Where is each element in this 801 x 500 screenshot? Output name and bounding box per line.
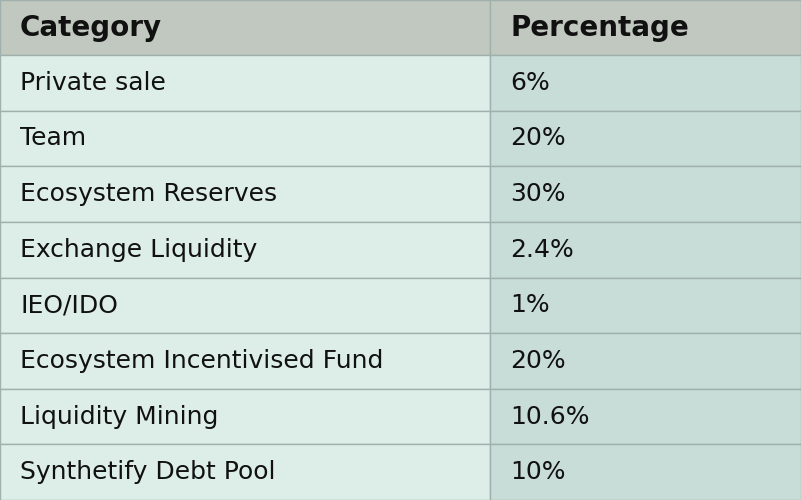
Text: Team: Team <box>20 126 87 150</box>
Bar <box>490 55 801 110</box>
Text: 10%: 10% <box>510 460 566 484</box>
Bar <box>0 389 490 444</box>
Text: Ecosystem Reserves: Ecosystem Reserves <box>20 182 277 206</box>
Bar <box>490 0 801 55</box>
Text: 6%: 6% <box>510 71 550 95</box>
Bar <box>490 444 801 500</box>
Bar <box>490 222 801 278</box>
Bar <box>0 278 490 333</box>
Bar <box>0 444 490 500</box>
Text: Synthetify Debt Pool: Synthetify Debt Pool <box>20 460 276 484</box>
Bar <box>490 166 801 222</box>
Bar <box>0 55 490 110</box>
Text: Liquidity Mining: Liquidity Mining <box>20 404 219 428</box>
Text: 2.4%: 2.4% <box>510 238 574 262</box>
Text: Exchange Liquidity: Exchange Liquidity <box>20 238 257 262</box>
Bar <box>0 222 490 278</box>
Text: Category: Category <box>20 14 162 42</box>
Bar <box>0 0 490 55</box>
Text: Private sale: Private sale <box>20 71 166 95</box>
Bar <box>490 110 801 166</box>
Text: 30%: 30% <box>510 182 566 206</box>
Text: Percentage: Percentage <box>510 14 689 42</box>
Bar <box>490 333 801 389</box>
Bar <box>490 389 801 444</box>
Text: 20%: 20% <box>510 126 566 150</box>
Bar <box>0 110 490 166</box>
Bar <box>0 166 490 222</box>
Text: 20%: 20% <box>510 349 566 373</box>
Text: 1%: 1% <box>510 294 549 318</box>
Text: Ecosystem Incentivised Fund: Ecosystem Incentivised Fund <box>20 349 384 373</box>
Bar <box>490 278 801 333</box>
Text: IEO/IDO: IEO/IDO <box>20 294 118 318</box>
Bar <box>0 333 490 389</box>
Text: 10.6%: 10.6% <box>510 404 590 428</box>
